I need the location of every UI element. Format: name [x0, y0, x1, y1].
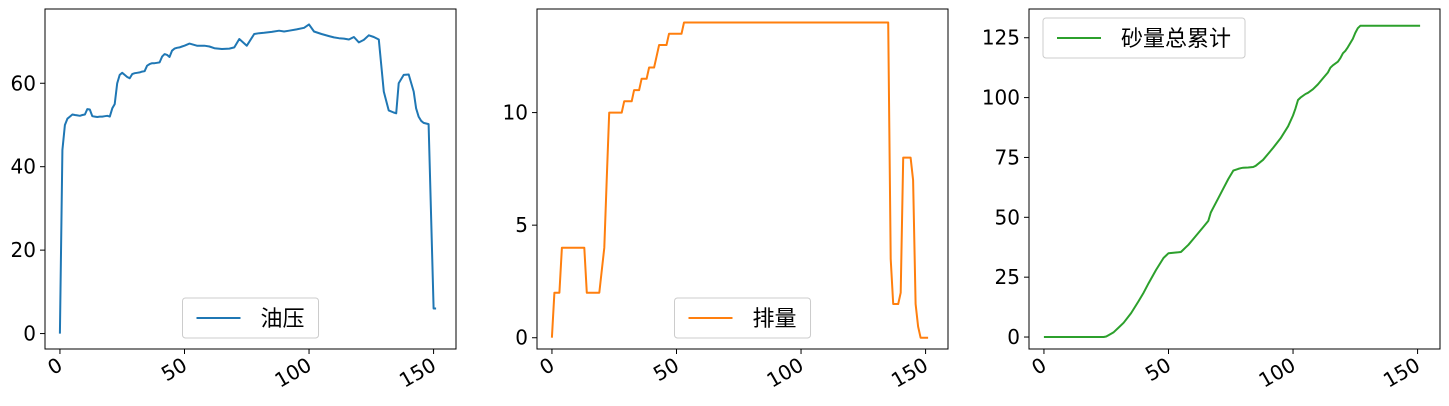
series-line-1 [550, 21, 929, 339]
x-tick-label: 150 [887, 353, 932, 393]
y-tick-label: 25 [995, 265, 1020, 289]
x-tick-label: 50 [157, 353, 191, 387]
y-tick-label: 10 [503, 101, 528, 125]
chart-panel-1: 0 50 100 150 0 20 40 60 油压 [11, 8, 457, 393]
axes-frame [1028, 8, 1441, 350]
x-tick-label: 100 [762, 353, 807, 393]
x-tick-label: 50 [1141, 353, 1175, 387]
y-tick-label: 50 [995, 205, 1020, 229]
y-tick-label: 0 [23, 322, 36, 346]
x-tick-label: 150 [395, 353, 440, 393]
y-tick-label: 5 [515, 213, 528, 237]
chart-panel-2: 0 50 100 150 0 5 10 排量 [503, 8, 949, 393]
y-tick-label: 20 [11, 238, 36, 262]
legend: 排量 [674, 297, 812, 339]
y-tick-label: 75 [995, 145, 1020, 169]
x-tick-label: 100 [1254, 353, 1299, 393]
y-tick-label: 60 [11, 71, 36, 95]
x-tick-label: 0 [1027, 353, 1050, 380]
series-line-1 [1043, 24, 1421, 338]
y-tick-label: 0 [1007, 325, 1020, 349]
x-tick-label: 100 [270, 353, 315, 393]
legend-box [674, 297, 812, 339]
x-tick-label: 0 [43, 353, 66, 380]
y-tick-label: 0 [515, 326, 528, 350]
legend-box [182, 297, 320, 339]
legend: 砂量总累计 [1042, 17, 1246, 59]
chart-panel-3: 0 50 100 150 0 25 50 75 100 125 砂量总累计 [982, 8, 1441, 393]
legend-label: 排量 [753, 307, 797, 332]
axes-frame [536, 8, 949, 350]
series-line-1 [58, 23, 437, 334]
y-tick-label: 125 [982, 26, 1020, 50]
y-tick-label: 40 [11, 155, 36, 179]
legend-label: 砂量总累计 [1121, 27, 1231, 52]
axes-frame [44, 8, 457, 350]
legend: 油压 [182, 297, 320, 339]
legend-box [1042, 17, 1246, 59]
x-tick-label: 150 [1379, 353, 1424, 393]
x-tick-label: 0 [535, 353, 558, 380]
legend-label: 油压 [261, 307, 305, 332]
x-tick-label: 50 [649, 353, 683, 387]
y-tick-label: 100 [982, 86, 1020, 110]
